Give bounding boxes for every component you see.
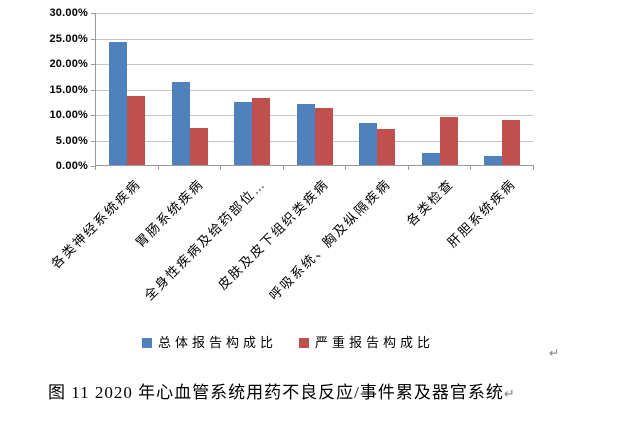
bar-series-0-cat-2 [234,102,252,165]
y-axis-tick [91,64,95,65]
y-axis-tick-label: 5.00% [55,135,88,147]
plot-area [91,13,534,170]
chart-legend: 总体报告构成比 严重报告构成比 [142,335,434,351]
bar-series-0-cat-4 [359,123,377,165]
caption-return-mark: ↵ [503,387,515,402]
bar-series-0-cat-6 [484,156,502,165]
gridline [95,39,533,40]
bar-series-1-cat-6 [502,120,520,165]
figure-caption: 图 11 2020 年心血管系统用药不良反应/事件累及器官系统↵ [48,382,515,406]
y-axis-line [95,13,96,167]
bar-series-1-cat-4 [377,129,395,165]
y-axis-tick [91,13,95,14]
y-axis-tick-label: 15.00% [49,84,88,96]
y-axis-tick-label: 10.00% [49,109,88,121]
bar-series-1-cat-1 [190,128,208,165]
bar-series-0-cat-3 [297,104,315,165]
x-axis-line [95,165,534,166]
caption-text: 图 11 2020 年心血管系统用药不良反应/事件累及器官系统 [48,383,504,402]
bar-series-1-cat-5 [440,117,458,165]
x-axis-tick [408,166,409,170]
x-axis-tick [533,166,534,170]
legend-swatch-overall-icon [142,338,152,348]
x-axis-tick [158,166,159,170]
gridline [95,90,533,91]
y-axis-tick-label: 0.00% [55,160,88,172]
y-axis-tick [91,166,95,167]
bar-series-0-cat-0 [109,42,127,165]
paragraph-return-mark: ↵ [549,346,560,360]
x-axis-tick [95,166,96,170]
gridline [95,64,533,65]
bar-series-0-cat-1 [172,82,190,165]
bar-series-0-cat-5 [422,153,440,165]
y-axis-tick [91,141,95,142]
bar-chart-figure: 0.00% 5.00% 10.00% 15.00% 20.00% 25.00% 30.00%… [48,7,560,360]
y-axis-tick-label: 20.00% [49,58,88,70]
legend-swatch-serious-icon [299,338,310,348]
bar-series-1-cat-0 [127,96,145,165]
x-axis-tick [345,166,346,170]
bar-series-1-cat-3 [315,108,333,165]
y-axis-tick-label: 30.00% [49,7,88,19]
legend-item-overall: 总体报告构成比 [142,335,277,351]
y-axis-tick [91,90,95,91]
x-axis-tick [283,166,284,170]
y-axis-tick [91,115,95,116]
y-axis-tick [91,39,95,40]
x-axis-tick [470,166,471,170]
legend-label-overall: 总体报告构成比 [158,335,278,350]
bar-series-1-cat-2 [252,98,270,165]
y-axis-tick-label: 25.00% [49,33,88,45]
legend-label-serious: 严重报告构成比 [315,335,435,350]
legend-item-serious: 严重报告构成比 [299,335,434,351]
x-axis-tick [220,166,221,170]
gridline [95,13,533,14]
